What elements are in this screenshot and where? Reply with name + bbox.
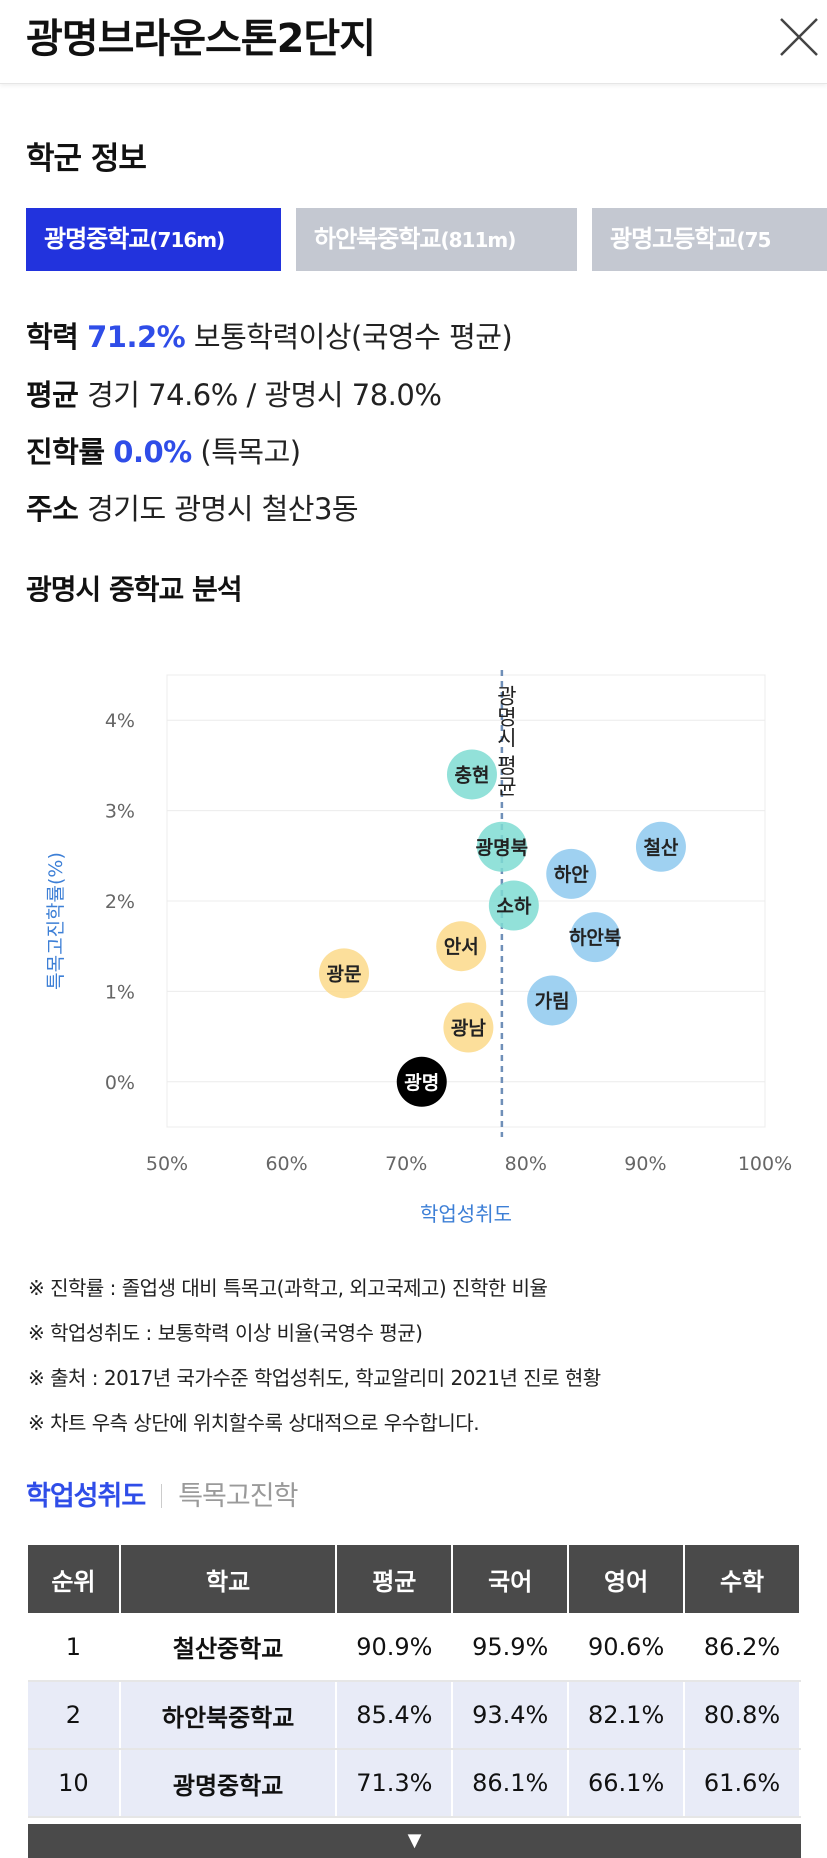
close-icon[interactable] [778, 16, 820, 58]
ranking-subtabs: 학업성취도 특목고진학 [26, 1474, 298, 1513]
cell-avg: 71.3% [336, 1749, 454, 1818]
ranking-table: 순위 학교 평균 국어 영어 수학 1 철산중학교 90.9% 95.9% 90… [28, 1545, 801, 1818]
point-marker [635, 821, 686, 872]
cell-english: 82.1% [568, 1681, 686, 1750]
subtab-achievement[interactable]: 학업성취도 [26, 1481, 146, 1512]
table-header-row: 순위 학교 평균 국어 영어 수학 [28, 1545, 801, 1613]
notes: ※ 진학률 : 졸업생 대비 특목고(과학고, 외고국제고) 진학한 비율 ※ … [28, 1266, 601, 1446]
header: 광명브라운스톤2단지 [0, 0, 827, 84]
point-label: 광명 [404, 1072, 439, 1094]
point-label: 충현 [454, 764, 489, 786]
chevron-down-icon: ▼ [407, 1830, 422, 1851]
point-label: 철산 [643, 837, 678, 859]
section-title-school: 학군 정보 [26, 141, 147, 177]
point-marker [527, 975, 578, 1026]
point-marker [570, 912, 621, 963]
col-math: 수학 [684, 1545, 801, 1613]
table-row: 1 철산중학교 90.9% 95.9% 90.6% 86.2% [28, 1613, 801, 1682]
info-advance: 진학률 0.0% (특목고) [26, 435, 301, 469]
point-label: 광명북 [476, 837, 528, 859]
cell-school: 철산중학교 [119, 1613, 338, 1682]
x-tick-label: 60% [265, 1153, 307, 1175]
cell-korean: 95.9% [452, 1613, 570, 1682]
cell-rank: 1 [28, 1613, 121, 1682]
cell-english: 66.1% [568, 1749, 686, 1818]
cell-avg: 85.4% [336, 1681, 454, 1750]
scatter-chart: 50% 60% 70% 80% 90% 100% 0% 1% 2% 3% 4% 학업성취도 특목고진학률… [30, 630, 820, 1240]
cell-english: 90.6% [568, 1613, 686, 1682]
note-3: ※ 출처 : 2017년 국가수준 학업성취도, 학교알리미 2021년 진로 … [28, 1366, 601, 1390]
x-tick-label: 50% [146, 1153, 188, 1175]
cell-korean: 86.1% [452, 1749, 570, 1818]
tab-school-2[interactable]: 하안북중학교(811m) [296, 208, 577, 271]
subtab-divider [161, 1484, 163, 1508]
cell-rank: 2 [28, 1681, 121, 1750]
y-tick-label: 4% [105, 710, 135, 732]
point-marker [319, 948, 370, 999]
point-label: 광문 [327, 963, 362, 985]
cell-avg: 90.9% [336, 1613, 454, 1682]
point-marker [436, 921, 487, 972]
tab-school-1[interactable]: 광명중학교(716m) [26, 208, 281, 271]
cell-math: 86.2% [684, 1613, 801, 1682]
cell-korean: 93.4% [452, 1681, 570, 1750]
point-label: 광남 [451, 1018, 486, 1040]
point-marker [546, 848, 597, 899]
table-row: 2 하안북중학교 85.4% 93.4% 82.1% 80.8% [28, 1681, 801, 1750]
point-marker [443, 1002, 494, 1053]
y-tick-label: 2% [105, 891, 135, 913]
col-school: 학교 [119, 1545, 338, 1613]
point-marker [446, 749, 497, 800]
point-marker [476, 821, 527, 872]
cell-school: 광명중학교 [119, 1749, 338, 1818]
x-tick-label: 80% [505, 1153, 547, 1175]
cell-math: 80.8% [684, 1681, 801, 1750]
x-tick-label: 70% [385, 1153, 427, 1175]
section-title-analysis: 광명시 중학교 분석 [26, 573, 243, 606]
y-tick-label: 1% [105, 981, 135, 1003]
expand-table-button[interactable]: ▼ [28, 1824, 801, 1858]
col-rank: 순위 [28, 1545, 121, 1613]
x-tick-label: 90% [624, 1153, 666, 1175]
cell-math: 61.6% [684, 1749, 801, 1818]
info-academic: 학력 71.2% 보통학력이상(국영수 평균) [26, 320, 513, 354]
info-average: 평균 경기 74.6% / 광명시 78.0% [26, 378, 442, 412]
subtab-special-school[interactable]: 특목고진학 [178, 1481, 298, 1512]
y-axis-label: 특목고진학률(%) [45, 852, 67, 990]
point-label: 하안 [554, 864, 589, 886]
point-marker [396, 1056, 447, 1107]
col-english: 영어 [568, 1545, 686, 1613]
x-tick-label: 100% [738, 1153, 792, 1175]
x-axis-label: 학업성취도 [420, 1202, 512, 1226]
col-avg: 평균 [336, 1545, 454, 1613]
cell-school: 하안북중학교 [119, 1681, 338, 1750]
y-tick-label: 0% [105, 1072, 135, 1094]
y-tick-label: 3% [105, 801, 135, 823]
tab-school-3[interactable]: 광명고등학교(75 [592, 208, 827, 271]
page-title: 광명브라운스톤2단지 [26, 16, 376, 62]
school-tabs: 광명중학교(716m) 하안북중학교(811m) 광명고등학교(75 [26, 208, 827, 271]
chart-svg: 50% 60% 70% 80% 90% 100% 0% 1% 2% 3% 4% 학업성취도 특목고진학률… [45, 670, 792, 1226]
note-4: ※ 차트 우측 상단에 위치할수록 상대적으로 우수합니다. [28, 1411, 480, 1435]
cell-rank: 10 [28, 1749, 121, 1818]
col-korean: 국어 [452, 1545, 570, 1613]
info-address: 주소 경기도 광명시 철산3동 [26, 492, 359, 526]
note-1: ※ 진학률 : 졸업생 대비 특목고(과학고, 외고국제고) 진학한 비율 [28, 1276, 548, 1300]
point-label: 소하 [496, 896, 531, 918]
point-label: 안서 [444, 936, 479, 958]
table-row: 10 광명중학교 71.3% 86.1% 66.1% 61.6% [28, 1749, 801, 1818]
reference-line-label: 광명시 평균 [494, 685, 518, 797]
point-label: 하안북 [569, 927, 621, 949]
point-label: 가림 [535, 990, 570, 1012]
point-marker [488, 880, 539, 931]
note-2: ※ 학업성취도 : 보통학력 이상 비율(국영수 평균) [28, 1321, 423, 1345]
